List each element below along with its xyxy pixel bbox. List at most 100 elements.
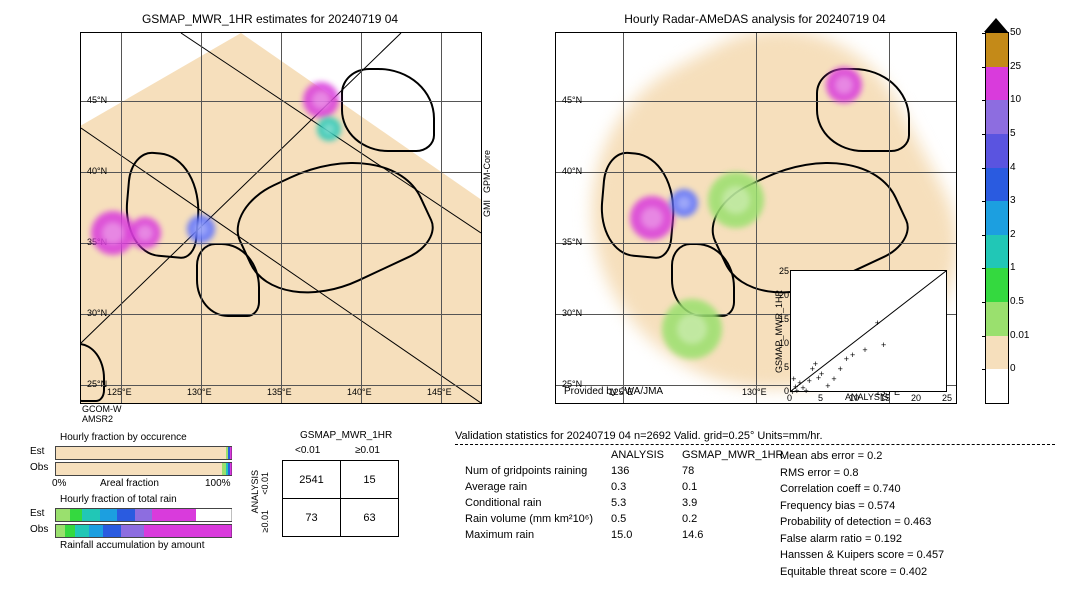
rain-blob-core (137, 225, 153, 241)
left-map-rt2: GMI (482, 200, 492, 217)
frac-x1: 100% (205, 478, 231, 489)
colorbar-tick: 1 (1010, 262, 1016, 273)
colorbar-tick: 50 (1010, 27, 1021, 38)
tick-mark (982, 67, 986, 68)
frac-mid: Areal fraction (100, 478, 159, 489)
tick-mark (982, 201, 986, 202)
total-title: Hourly fraction of total rain (60, 494, 177, 505)
stat-line: Hanssen & Kuipers score = 0.457 (780, 547, 944, 564)
validation-cell: 14.6 (674, 528, 791, 542)
validation-cell: Average rain (457, 480, 601, 494)
left-map-title: GSMAP_MWR_1HR estimates for 20240719 04 (60, 12, 480, 26)
stack-seg (230, 447, 232, 459)
occ-title: Hourly fraction by occurence (60, 432, 187, 443)
val-col2: GSMAP_MWR_1HR (674, 448, 791, 462)
validation-table: ANALYSISGSMAP_MWR_1HR Num of gridpoints … (455, 446, 793, 544)
validation-cell: 0.1 (674, 480, 791, 494)
stack-seg (103, 525, 122, 537)
stat-line: False alarm ratio = 0.192 (780, 531, 944, 548)
colorbar-segment (986, 67, 1008, 101)
colorbar-segment (986, 168, 1008, 202)
right-map-title: Hourly Radar-AMeDAS analysis for 2024071… (555, 12, 955, 26)
validation-row: Average rain0.30.1 (457, 480, 791, 494)
colorbar-segment (986, 201, 1008, 235)
lat-tick: 45°N (87, 95, 107, 105)
validation-row: Maximum rain15.014.6 (457, 528, 791, 542)
confmat-ch0: <0.01 (295, 445, 320, 456)
colorbar-segment (986, 268, 1008, 302)
confmat-rowtitle: ANALYSIS (250, 470, 260, 513)
scatter-point: + (816, 373, 821, 383)
tot-obs-label: Obs (30, 524, 48, 535)
stat-line: Mean abs error = 0.2 (780, 448, 944, 465)
scatter-point: + (838, 364, 843, 374)
lat-tick: 30°N (87, 308, 107, 318)
validation-cell: Conditional rain (457, 496, 601, 510)
rain-blob-core (102, 222, 124, 244)
lon-tick: 130°E (187, 387, 212, 397)
scatter-point: + (804, 386, 809, 396)
accum-title: Rainfall accumulation by amount (60, 540, 205, 551)
lat-tick: 35°N (562, 237, 582, 247)
colorbar-segment (986, 336, 1008, 370)
frac-x0: 0% (52, 478, 66, 489)
stat-line: Frequency bias = 0.574 (780, 498, 944, 515)
lon-tick: 130°E (742, 387, 767, 397)
scatter-point: + (831, 374, 836, 384)
stack-seg (56, 447, 227, 459)
rain-blob-core (722, 186, 750, 214)
validation-cell: Rain volume (mm km²10⁶) (457, 512, 601, 526)
gridline (361, 33, 362, 403)
scatter-point: + (875, 318, 880, 328)
lat-tick: 25°N (562, 379, 582, 389)
rain-blob-core (194, 222, 208, 236)
validation-row: Rain volume (mm km²10⁶)0.50.2 (457, 512, 791, 526)
gridline (441, 33, 442, 403)
validation-row: Num of gridpoints raining13678 (457, 464, 791, 478)
scatter-point: + (844, 354, 849, 364)
stack-seg (152, 509, 197, 521)
stack-seg (89, 525, 104, 537)
tick-mark (982, 134, 986, 135)
validation-cell: 136 (603, 464, 672, 478)
colorbar-tick: 4 (1010, 162, 1016, 173)
colorbar-segment (986, 33, 1008, 67)
cm-11: 63 (341, 499, 399, 537)
colorbar-tick: 0.5 (1010, 296, 1024, 307)
stack-seg (75, 525, 90, 537)
scatter-xtick: 5 (818, 393, 823, 403)
tot-obs-bar (55, 524, 232, 538)
validation-cell: 15.0 (603, 528, 672, 542)
colorbar: 502510543210.50.010 (985, 32, 1009, 404)
left-map-bl2: AMSR2 (82, 414, 113, 424)
confmat-coltitle: GSMAP_MWR_1HR (300, 430, 392, 441)
confusion-matrix: 254115 7363 (282, 460, 399, 537)
colorbar-tick: 0 (1010, 363, 1016, 374)
validation-cell: Maximum rain (457, 528, 601, 542)
stack-seg (82, 509, 101, 521)
scatter-point: + (810, 364, 815, 374)
validation-cell: 0.2 (674, 512, 791, 526)
tick-mark (982, 336, 986, 337)
stack-seg (135, 509, 154, 521)
validation-cell: 78 (674, 464, 791, 478)
scatter-point: + (807, 376, 812, 386)
occ-est-label: Est (30, 446, 44, 457)
left-map-rt1: GPM-Core (482, 150, 492, 193)
validation-cell: 5.3 (603, 496, 672, 510)
scatter-ytick: 25 (773, 266, 789, 276)
validation-cell: Num of gridpoints raining (457, 464, 601, 478)
stack-seg (121, 525, 145, 537)
stack-seg (56, 509, 71, 521)
validation-cell: 0.3 (603, 480, 672, 494)
colorbar-tick: 25 (1010, 61, 1021, 72)
colorbar-segment (986, 235, 1008, 269)
lon-tick: 125°E (107, 387, 132, 397)
colorbar-tick: 3 (1010, 195, 1016, 206)
occ-est-bar (55, 446, 232, 460)
scatter-inset: 00551010151520202525++++++++++++++++++++ (790, 270, 947, 392)
tick-mark (982, 302, 986, 303)
left-map-bl1: GCOM-W (82, 404, 122, 414)
scatter-xtick: 25 (942, 393, 952, 403)
stack-seg (144, 525, 233, 537)
